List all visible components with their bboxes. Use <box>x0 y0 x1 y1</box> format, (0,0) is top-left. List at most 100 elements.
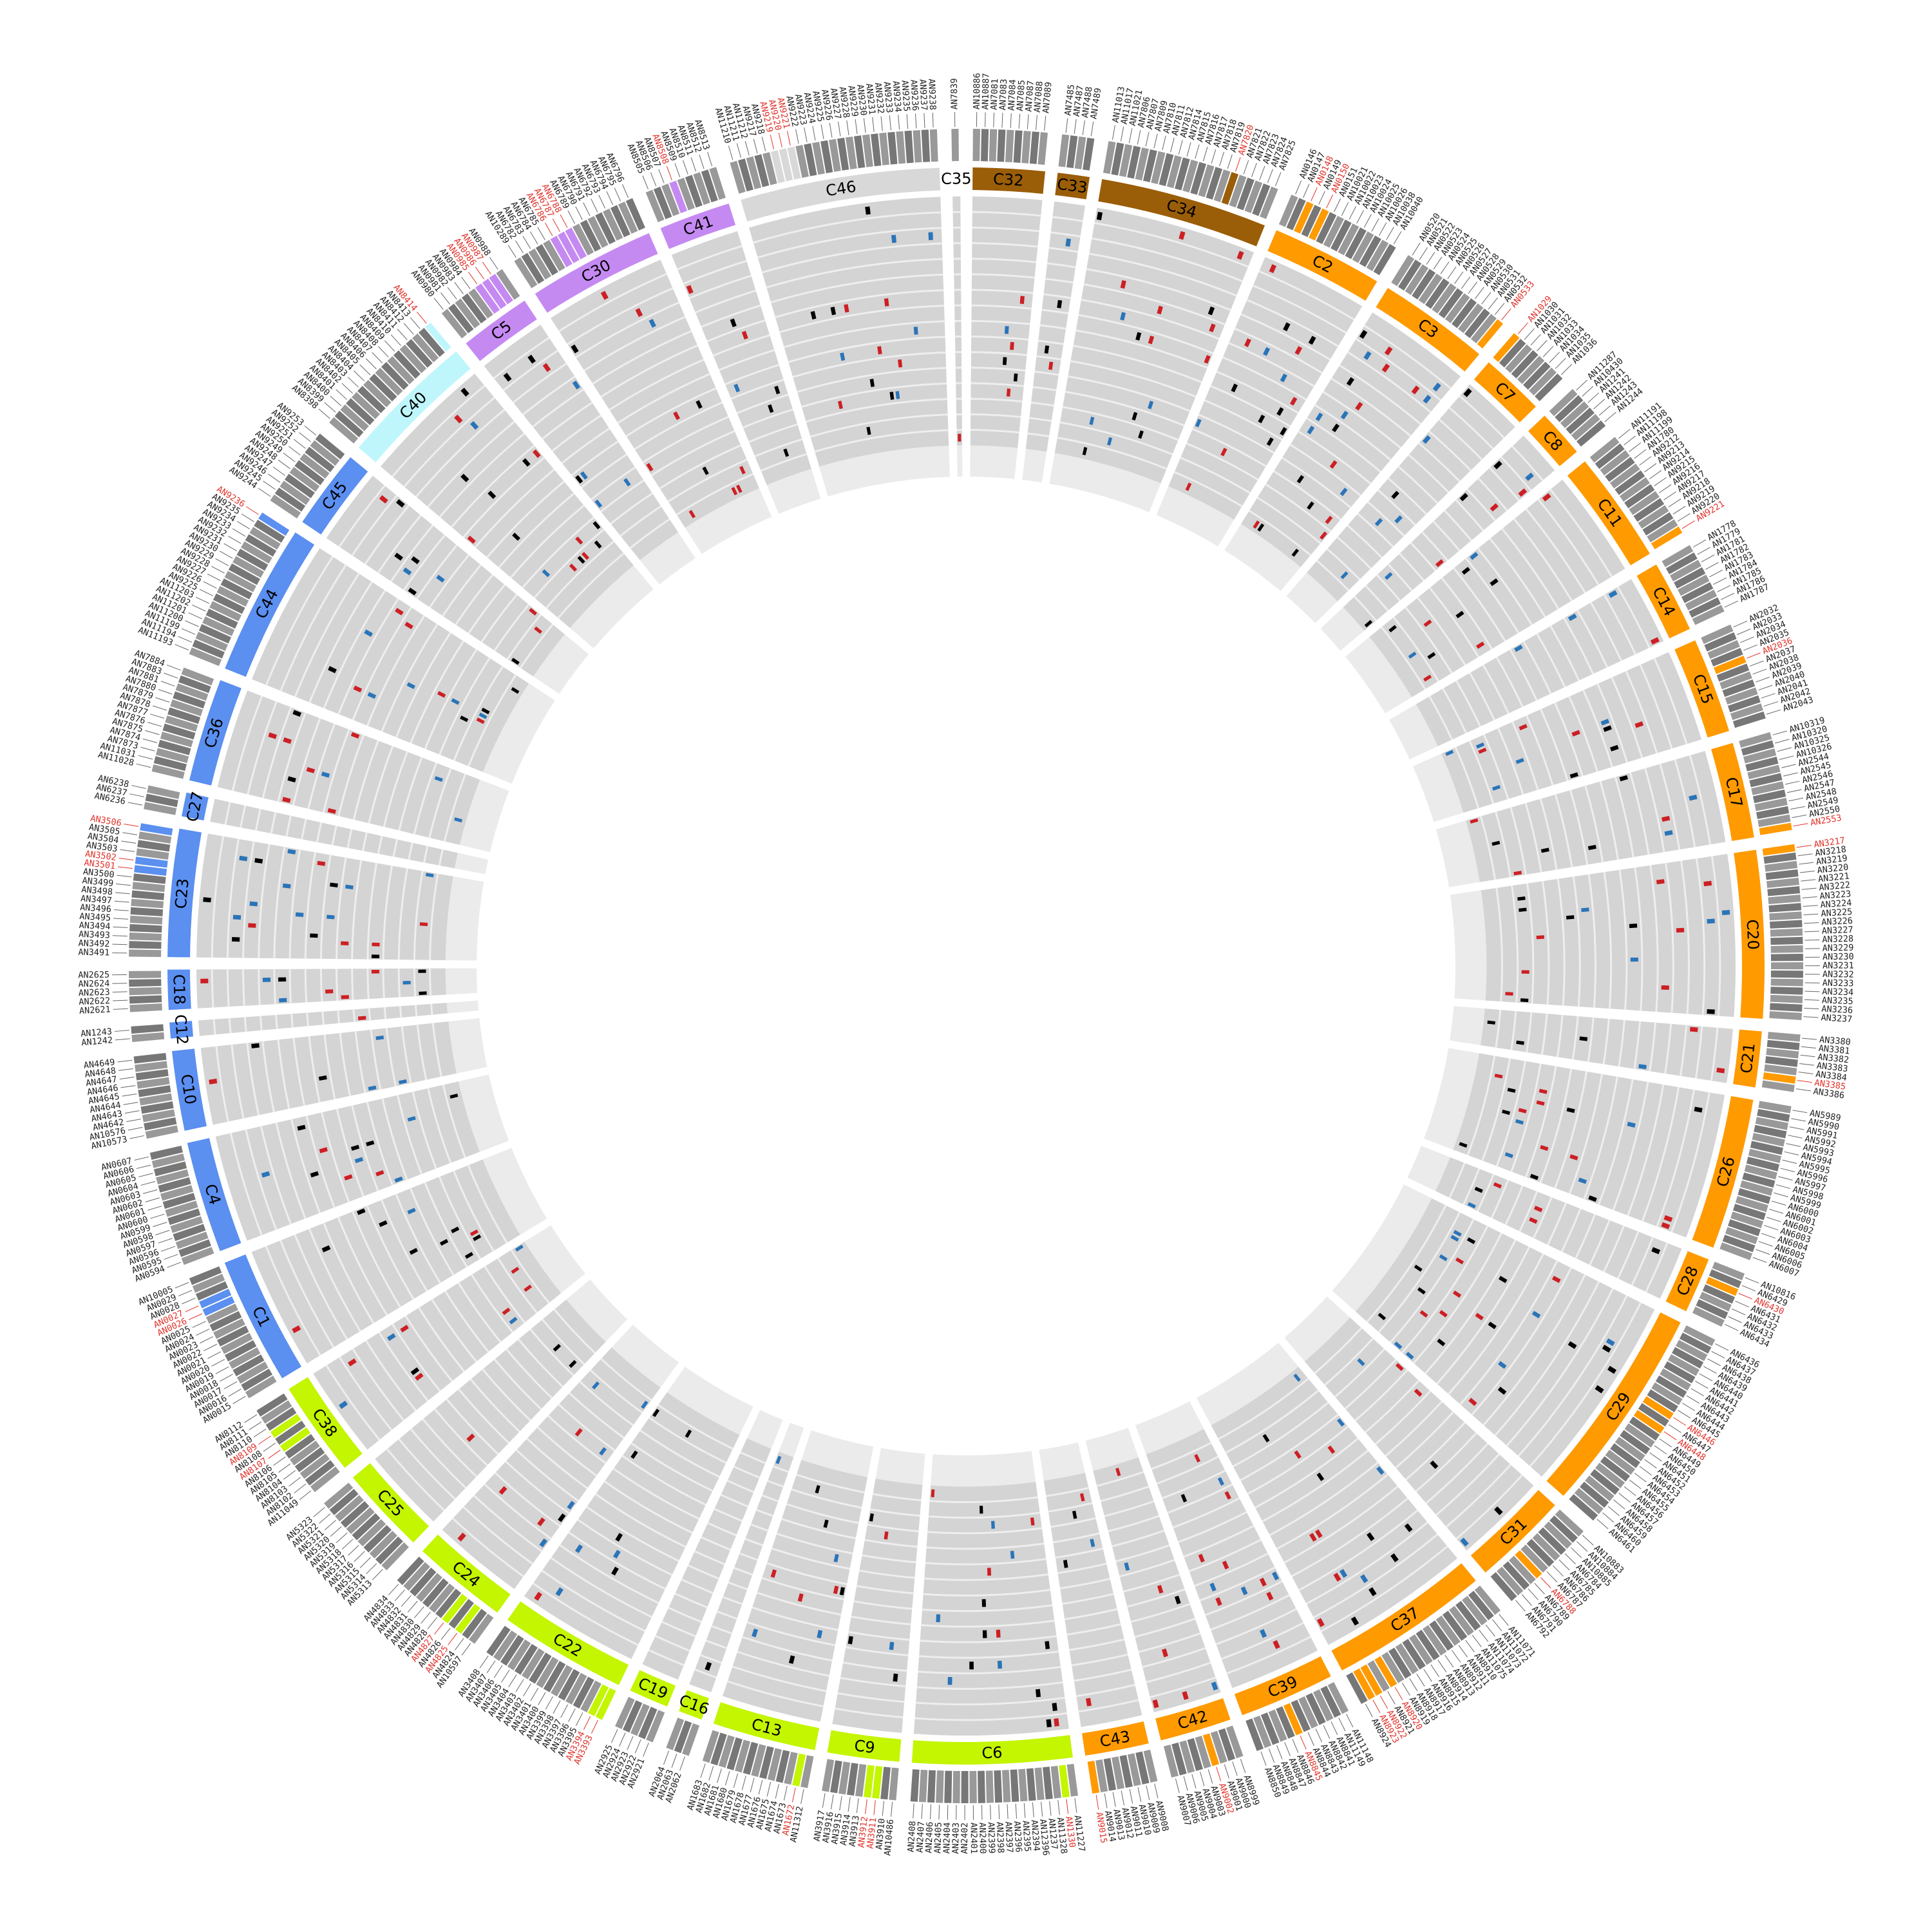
track-separator <box>1029 417 1052 422</box>
hit-mark <box>1336 1418 1345 1427</box>
gene-tick <box>1027 114 1029 129</box>
gene-block <box>1309 208 1329 241</box>
hit-mark <box>1468 1397 1477 1406</box>
hit-mark <box>327 914 335 920</box>
hit-mark <box>1360 1574 1368 1584</box>
gene-tick <box>299 432 311 442</box>
gene-tick <box>923 113 925 128</box>
hit-mark <box>1283 322 1291 332</box>
track-separator <box>617 373 710 424</box>
track-separator <box>1048 1502 1093 1513</box>
track-separator <box>337 1217 388 1316</box>
gene-block <box>294 460 325 486</box>
gene-tick <box>211 1359 225 1367</box>
track-background <box>1453 1053 1725 1238</box>
hit-mark <box>386 1333 396 1341</box>
track-separator <box>1046 1486 1089 1497</box>
gene-tick <box>560 214 568 228</box>
hit-mark <box>282 883 291 889</box>
gene-tick <box>278 1463 291 1473</box>
gene-block <box>1429 1620 1454 1651</box>
gene-tick <box>178 636 193 643</box>
hit-mark <box>569 564 578 572</box>
hit-mark <box>893 1673 898 1682</box>
track-separator <box>1510 807 1527 875</box>
gene-block <box>969 1770 977 1803</box>
gene-block <box>845 136 857 170</box>
gene-block <box>482 278 507 309</box>
track-separator <box>429 968 432 996</box>
track-separator <box>1511 445 1544 481</box>
gene-block <box>1066 1763 1079 1797</box>
track-separator <box>1526 1012 1533 1053</box>
hit-mark <box>891 234 897 243</box>
track-separator <box>650 430 735 477</box>
track-separator <box>1479 816 1497 880</box>
gene-block <box>889 1767 899 1801</box>
gene-block <box>1629 491 1660 515</box>
hit-mark <box>1487 1020 1495 1025</box>
track-separator <box>714 1508 743 1522</box>
segment-label: C21 <box>1737 1042 1758 1074</box>
gene-block <box>573 223 594 256</box>
track-separator <box>403 535 446 591</box>
gene-tick <box>204 1343 218 1352</box>
hit-mark <box>688 509 696 518</box>
gene-label: AN3912 <box>856 1816 870 1848</box>
track-separator <box>1575 1214 1596 1259</box>
track-separator <box>648 1649 685 1667</box>
gene-label: AN11227 <box>1072 1815 1087 1853</box>
track-separator <box>916 1681 1063 1690</box>
track-separator <box>453 1170 495 1252</box>
gene-tick <box>1804 1007 1819 1010</box>
hit-mark <box>1052 1703 1057 1711</box>
hit-mark <box>594 499 603 508</box>
gene-tick <box>1318 191 1325 205</box>
inner-band <box>1332 1184 1432 1312</box>
gene-block <box>1210 1730 1227 1764</box>
track-separator <box>428 768 452 838</box>
gene-block <box>879 132 890 166</box>
gene-block <box>1111 142 1124 176</box>
gene-tick <box>1032 1802 1034 1817</box>
track-separator <box>1127 1588 1186 1608</box>
gene-block <box>1672 1347 1704 1369</box>
hit-mark <box>419 991 427 996</box>
track-separator <box>1281 457 1352 509</box>
hit-mark <box>279 998 287 1003</box>
hit-mark <box>1529 1217 1538 1224</box>
gene-tick <box>1010 113 1012 128</box>
track-separator <box>338 485 386 547</box>
track-separator <box>213 1019 216 1035</box>
segment-band-c8 <box>1528 415 1577 466</box>
hit-mark <box>1294 346 1303 355</box>
track-separator <box>1305 1521 1428 1605</box>
hit-mark <box>1664 830 1673 836</box>
gene-tick <box>708 1766 714 1781</box>
hit-mark <box>1363 351 1372 360</box>
track-separator <box>667 459 748 503</box>
gene-tick <box>791 1787 796 1803</box>
hit-mark <box>797 1593 804 1602</box>
track-separator <box>971 351 1027 356</box>
track-separator <box>956 429 962 431</box>
track-separator <box>294 1234 348 1340</box>
gene-block <box>1752 1133 1785 1147</box>
track-separator <box>1326 548 1361 580</box>
gene-tick <box>142 1189 158 1194</box>
gene-block <box>220 1332 253 1354</box>
segment-label: C6 <box>981 1743 1003 1762</box>
track-separator <box>676 473 754 516</box>
gene-tick <box>985 112 986 128</box>
track-separator <box>1560 1208 1582 1253</box>
gene-tick <box>407 1600 418 1613</box>
gene-tick <box>1036 115 1037 130</box>
gene-block <box>448 303 474 334</box>
gene-tick <box>1537 339 1548 352</box>
gene-block <box>1448 1605 1474 1636</box>
gene-block <box>442 1593 468 1624</box>
gene-block <box>192 1274 225 1293</box>
gene-tick <box>568 1708 576 1722</box>
gene-tick <box>1419 247 1428 260</box>
hit-mark <box>630 1450 638 1459</box>
